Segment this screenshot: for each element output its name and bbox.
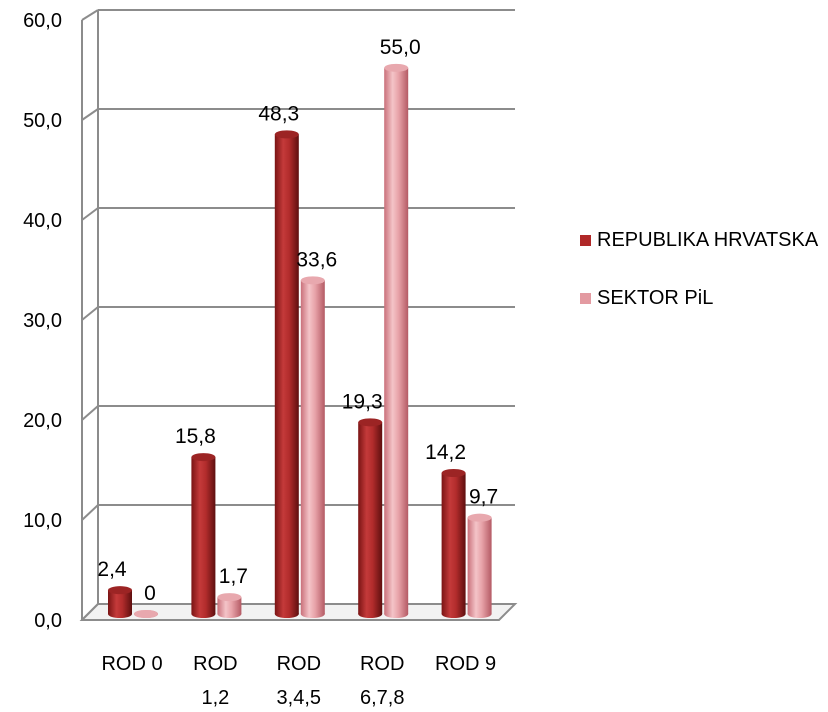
data-label-sektor-pil-3: 55,0 bbox=[380, 36, 421, 59]
y-tick-label: 30,0 bbox=[23, 310, 62, 332]
grid-side-line bbox=[81, 306, 99, 321]
bars bbox=[108, 63, 492, 618]
bar-cap bbox=[274, 130, 299, 139]
legend-label-series-1: REPUBLIKA HRVATSKA bbox=[597, 228, 819, 251]
y-tick-label: 40,0 bbox=[23, 210, 62, 232]
data-label-republika-hrvatska-4: 14,2 bbox=[425, 441, 466, 464]
x-category-label: 6,7,8 bbox=[360, 687, 404, 709]
bar-body bbox=[384, 67, 409, 615]
bar-republika-hrvatska-2 bbox=[274, 130, 299, 618]
bar-base bbox=[358, 610, 383, 618]
bar-sektor-pil-4 bbox=[467, 513, 492, 618]
bar-cap bbox=[441, 468, 466, 477]
data-label-sektor-pil-2: 33,6 bbox=[296, 248, 337, 271]
y-tick-label: 10,0 bbox=[23, 510, 62, 532]
bar-base bbox=[467, 610, 492, 618]
data-label-sektor-pil-1: 1,7 bbox=[219, 565, 248, 588]
bar-base bbox=[191, 610, 216, 618]
y-tick-label: 20,0 bbox=[23, 410, 62, 432]
data-label-republika-hrvatska-3: 19,3 bbox=[342, 390, 383, 413]
grid-side-line bbox=[81, 9, 99, 21]
bar-republika-hrvatska-4 bbox=[441, 468, 466, 618]
legend: REPUBLIKA HRVATSKA SEKTOR PiL bbox=[580, 226, 818, 342]
x-category-label: 1,2 bbox=[201, 687, 229, 709]
bar-base bbox=[274, 610, 299, 618]
x-category-label: ROD bbox=[277, 653, 321, 675]
x-category-label: ROD bbox=[360, 653, 404, 675]
grid-side-line bbox=[81, 504, 99, 521]
bar-cap bbox=[217, 593, 242, 602]
bar-body bbox=[191, 457, 216, 614]
bar-body bbox=[300, 280, 325, 614]
y-tick-label: 50,0 bbox=[23, 110, 62, 132]
bar-base bbox=[441, 610, 466, 618]
data-label-sektor-pil-0: 0 bbox=[144, 582, 156, 605]
bar-body bbox=[217, 597, 242, 614]
bar-body bbox=[358, 422, 383, 614]
bar-sektor-pil-1 bbox=[217, 593, 242, 618]
bar-republika-hrvatska-0 bbox=[108, 586, 132, 618]
bar-sektor-pil-0 bbox=[134, 610, 158, 618]
data-label-republika-hrvatska-0: 2,4 bbox=[97, 558, 127, 581]
data-label-republika-hrvatska-2: 48,3 bbox=[258, 102, 299, 125]
data-label-sektor-pil-4: 9,7 bbox=[469, 486, 498, 509]
x-category-label: 3,4,5 bbox=[277, 687, 321, 709]
bar-base bbox=[108, 610, 132, 618]
bar-cap bbox=[108, 586, 132, 595]
legend-swatch-series-2 bbox=[580, 292, 591, 304]
bar-sektor-pil-3 bbox=[384, 63, 409, 618]
grid-side-line bbox=[81, 207, 99, 221]
data-labels: 2,4 0 15,8 1,7 48,3 33,6 19,3 55,0 14,29,7 bbox=[97, 36, 498, 605]
y-tick-label: 60,0 bbox=[23, 10, 62, 32]
bar-cap bbox=[191, 453, 216, 462]
legend-item-series-2: SEKTOR PiL bbox=[580, 284, 818, 312]
bar-cap bbox=[358, 418, 383, 427]
x-category-label: ROD bbox=[193, 653, 237, 675]
bar-base bbox=[217, 610, 242, 618]
legend-item-series-1: REPUBLIKA HRVATSKA bbox=[580, 226, 818, 254]
bar-cap bbox=[384, 63, 409, 72]
legend-label-series-2: SEKTOR PiL bbox=[597, 286, 714, 309]
bar-republika-hrvatska-1 bbox=[191, 453, 216, 618]
bar-republika-hrvatska-3 bbox=[358, 418, 383, 618]
y-tick-label: 0,0 bbox=[34, 610, 62, 632]
bar-sektor-pil-2 bbox=[300, 276, 325, 618]
legend-swatch-series-1 bbox=[580, 234, 591, 246]
x-category-label: ROD 9 bbox=[435, 653, 496, 675]
bar-base bbox=[384, 610, 409, 618]
grid-side-line bbox=[81, 108, 99, 121]
bar-cap bbox=[300, 276, 325, 285]
bar-body bbox=[274, 134, 299, 615]
x-category-label: ROD 0 bbox=[101, 653, 162, 675]
bar-cap bbox=[134, 610, 158, 618]
bar-cap bbox=[467, 513, 492, 522]
bar-body bbox=[108, 590, 132, 614]
bar-base bbox=[300, 610, 325, 618]
grid-side-line bbox=[81, 405, 99, 421]
data-label-republika-hrvatska-1: 15,8 bbox=[175, 425, 216, 448]
bar-body bbox=[441, 472, 466, 614]
bar-body bbox=[467, 517, 492, 614]
